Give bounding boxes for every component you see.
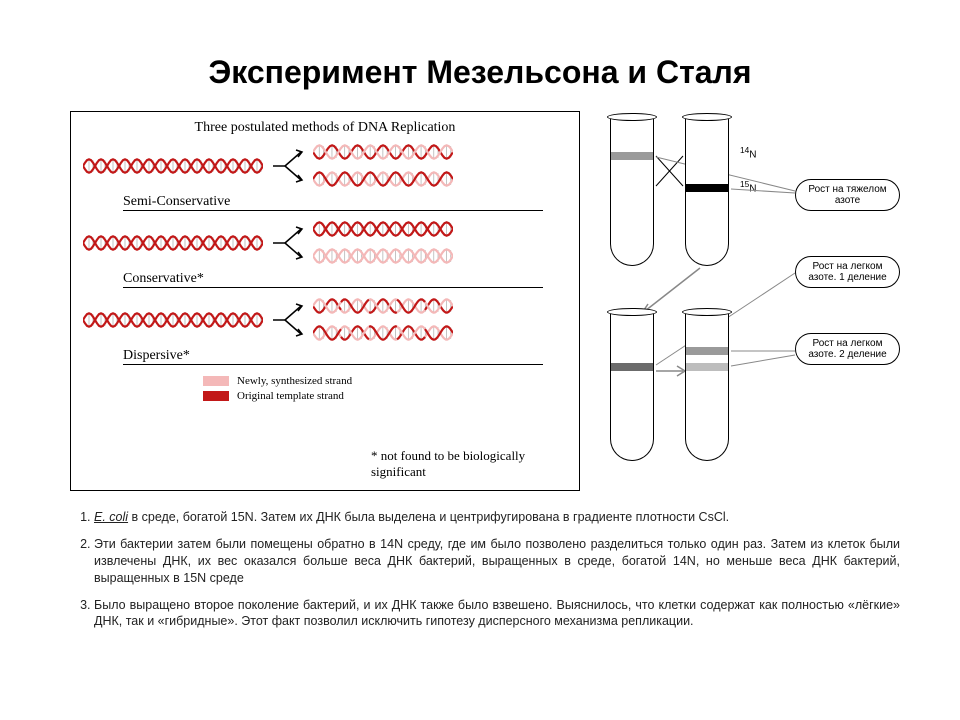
density-band — [611, 363, 653, 371]
test-tube-1 — [610, 116, 654, 266]
parent-helix — [83, 158, 263, 179]
n15-label: 15N — [740, 179, 757, 194]
density-band — [611, 152, 653, 160]
page-title: Эксперимент Мезельсона и Сталя — [0, 0, 960, 111]
child-helix-1 — [313, 298, 453, 319]
legend-swatch-orig — [203, 391, 229, 401]
method-underline — [123, 210, 543, 211]
parent-helix — [83, 235, 263, 256]
test-tube-2 — [685, 116, 729, 266]
n14-label: 14N — [740, 145, 757, 160]
method-underline — [123, 287, 543, 288]
content-area: Three postulated methods of DNA Replicat… — [0, 111, 960, 491]
legend-new-strand: Newly, synthesized strand — [203, 375, 567, 387]
legend-original-strand: Original template strand — [203, 390, 567, 402]
method-semi-conservative: Semi-Conservative — [83, 144, 567, 211]
split-arrow-icon — [271, 222, 305, 269]
legend-label-orig: Original template strand — [237, 390, 344, 402]
child-helix-2 — [313, 325, 453, 346]
density-band — [686, 347, 728, 355]
test-tube-3 — [610, 311, 654, 461]
method-label: Dispersive* — [123, 348, 567, 364]
legend-swatch-new — [203, 376, 229, 386]
split-arrow-icon — [271, 145, 305, 192]
ecoli-label: E. coli — [94, 510, 128, 524]
child-helix-1 — [313, 221, 453, 242]
test-tube-4 — [685, 311, 729, 461]
legend-label-new: Newly, synthesized strand — [237, 375, 352, 387]
callout-light-2-division: Рост на легком азоте. 2 деление — [795, 333, 900, 365]
legend: Newly, synthesized strand Original templ… — [203, 375, 567, 402]
footnote: * not found to be biologically significa… — [371, 448, 561, 480]
callout-heavy-nitrogen: Рост на тяжелом азоте — [795, 179, 900, 211]
method-label: Conservative* — [123, 271, 567, 287]
note-item-2: Эти бактерии затем были помещены обратно… — [94, 536, 900, 587]
split-arrow-icon — [271, 299, 305, 346]
child-helix-2 — [313, 171, 453, 192]
child-helix-2 — [313, 248, 453, 269]
replication-methods-panel: Three postulated methods of DNA Replicat… — [70, 111, 580, 491]
method-conservative: Conservative* — [83, 221, 567, 288]
method-label: Semi-Conservative — [123, 194, 567, 210]
method-dispersive: Dispersive* — [83, 298, 567, 365]
note-item-1: E. coli в среде, богатой 15N. Затем их Д… — [94, 509, 900, 526]
density-band — [686, 184, 728, 192]
callout-light-1-division: Рост на легком азоте. 1 деление — [795, 256, 900, 288]
tubes-diagram: 14N 15N Рост на тяжелом азоте Рост на ле… — [590, 111, 910, 491]
child-helix-1 — [313, 144, 453, 165]
experiment-notes: E. coli в среде, богатой 15N. Затем их Д… — [0, 491, 960, 630]
panel-heading: Three postulated methods of DNA Replicat… — [83, 120, 567, 136]
density-band — [686, 363, 728, 371]
note-item-3: Было выращено второе поколение бактерий,… — [94, 597, 900, 631]
parent-helix — [83, 312, 263, 333]
method-underline — [123, 364, 543, 365]
